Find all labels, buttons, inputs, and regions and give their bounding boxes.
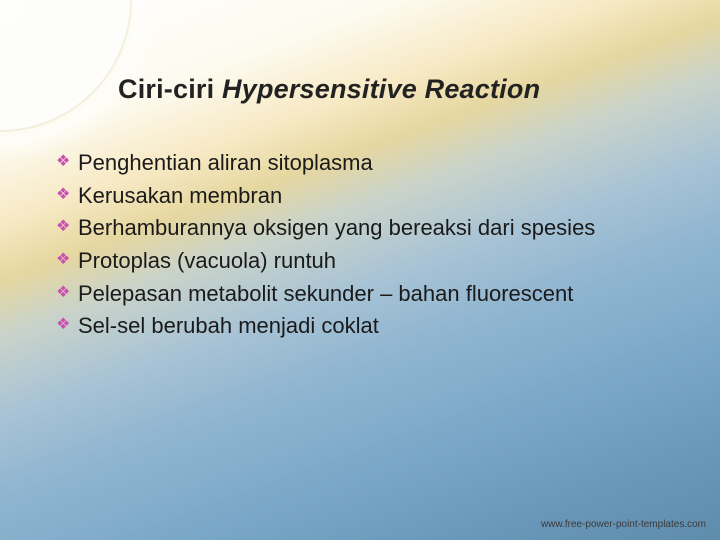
list-item: ❖ Berhamburannya oksigen yang bereaksi d… — [56, 213, 700, 243]
corner-arc-fill — [0, 0, 130, 130]
corner-arc-accent — [0, 0, 25, 25]
bullet-list: ❖ Penghentian aliran sitoplasma ❖ Kerusa… — [56, 148, 700, 344]
diamond-bullet-icon: ❖ — [56, 314, 78, 336]
bullet-text: Pelepasan metabolit sekunder – bahan flu… — [78, 279, 700, 309]
list-item: ❖ Kerusakan membran — [56, 181, 700, 211]
bullet-text: Berhamburannya oksigen yang bereaksi dar… — [78, 213, 700, 243]
footer-watermark: www.free-power-point-templates.com — [541, 519, 706, 530]
diamond-bullet-icon: ❖ — [56, 249, 78, 271]
slide-title-plain: Ciri-ciri — [118, 74, 222, 104]
bullet-text: Penghentian aliran sitoplasma — [78, 148, 700, 178]
bullet-text: Protoplas (vacuola) runtuh — [78, 246, 700, 276]
list-item: ❖ Protoplas (vacuola) runtuh — [56, 246, 700, 276]
slide-title: Ciri-ciri Hypersensitive Reaction — [118, 74, 540, 105]
diamond-bullet-icon: ❖ — [56, 184, 78, 206]
slide-title-italic: Hypersensitive Reaction — [222, 74, 540, 104]
list-item: ❖ Penghentian aliran sitoplasma — [56, 148, 700, 178]
bullet-text: Sel-sel berubah menjadi coklat — [78, 311, 700, 341]
list-item: ❖ Pelepasan metabolit sekunder – bahan f… — [56, 279, 700, 309]
diamond-bullet-icon: ❖ — [56, 282, 78, 304]
diamond-bullet-icon: ❖ — [56, 151, 78, 173]
bullet-text: Kerusakan membran — [78, 181, 700, 211]
diamond-bullet-icon: ❖ — [56, 216, 78, 238]
list-item: ❖ Sel-sel berubah menjadi coklat — [56, 311, 700, 341]
